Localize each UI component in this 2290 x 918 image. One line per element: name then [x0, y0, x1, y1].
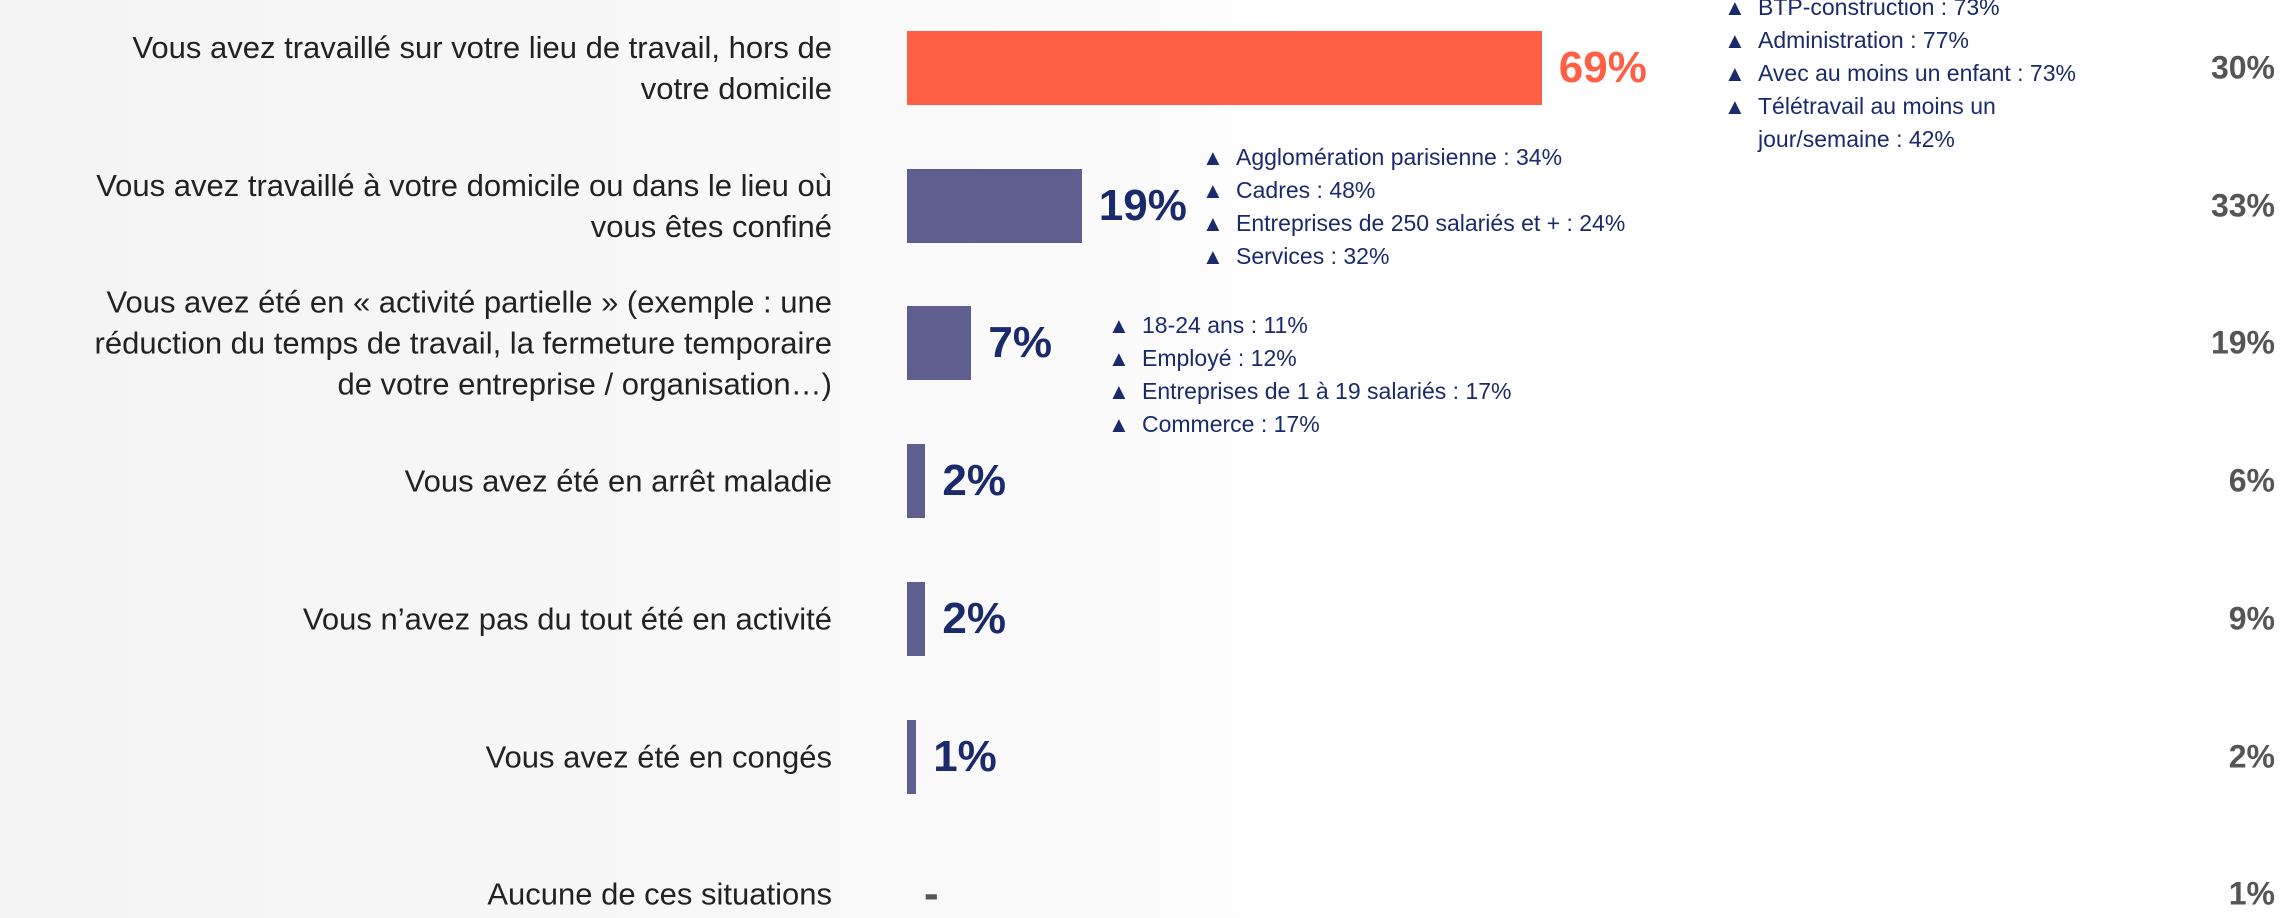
value-label: - — [924, 869, 939, 918]
comparison-label: 2% — [2229, 738, 2275, 775]
annotation-line: 18-24 ans : 11% — [1108, 309, 1668, 342]
category-label: Vous avez travaillé sur votre lieu de tr… — [72, 27, 832, 109]
category-label: Vous avez été en « activité partielle » … — [72, 282, 832, 405]
comparison-label: 6% — [2229, 463, 2275, 500]
bar — [907, 720, 916, 794]
annotation-line: Cadres : 48% — [1202, 174, 1762, 207]
bar — [907, 31, 1542, 105]
category-label: Vous avez été en arrêt maladie — [72, 461, 832, 502]
value-label: 1% — [933, 732, 997, 782]
annotation-line: Employé : 12% — [1108, 342, 1668, 375]
annotation: 18-24 ans : 11%Employé : 12%Entreprises … — [1108, 309, 1668, 441]
value-label: 2% — [942, 594, 1006, 644]
annotation-line: Administration : 77% — [1724, 24, 2084, 57]
value-label: 19% — [1099, 181, 1187, 231]
bar — [907, 582, 925, 656]
bar — [907, 306, 971, 380]
category-label: Aucune de ces situations — [72, 874, 832, 915]
annotation-line: Avec au moins un enfant : 73% — [1724, 57, 2084, 90]
annotation-line: Services : 32% — [1202, 240, 1762, 273]
category-label: Vous avez été en congés — [72, 736, 832, 777]
annotation-line: Commerce : 17% — [1108, 408, 1668, 441]
chart: Vous avez travaillé sur votre lieu de tr… — [0, 0, 2290, 918]
category-label: Vous n’avez pas du tout été en activité — [72, 598, 832, 639]
value-label: 69% — [1559, 43, 1647, 93]
annotation: BTP-construction : 73%Administration : 7… — [1724, 0, 2084, 155]
value-label: 2% — [942, 456, 1006, 506]
annotation-line: BTP-construction : 73% — [1724, 0, 2084, 24]
annotation: Agglomération parisienne : 34%Cadres : 4… — [1202, 141, 1762, 273]
comparison-label: 30% — [2211, 50, 2275, 87]
value-label: 7% — [988, 318, 1052, 368]
annotation-line: Agglomération parisienne : 34% — [1202, 141, 1762, 174]
bar — [907, 169, 1082, 243]
comparison-label: 33% — [2211, 187, 2275, 224]
comparison-label: 1% — [2229, 876, 2275, 913]
category-label: Vous avez travaillé à votre domicile ou … — [72, 165, 832, 247]
annotation-line: Télétravail au moins un jour/semaine : 4… — [1724, 90, 2084, 155]
annotation-line: Entreprises de 1 à 19 salariés : 17% — [1108, 375, 1668, 408]
annotation-line: Entreprises de 250 salariés et + : 24% — [1202, 207, 1762, 240]
comparison-label: 19% — [2211, 325, 2275, 362]
comparison-label: 9% — [2229, 600, 2275, 637]
bar — [907, 444, 925, 518]
